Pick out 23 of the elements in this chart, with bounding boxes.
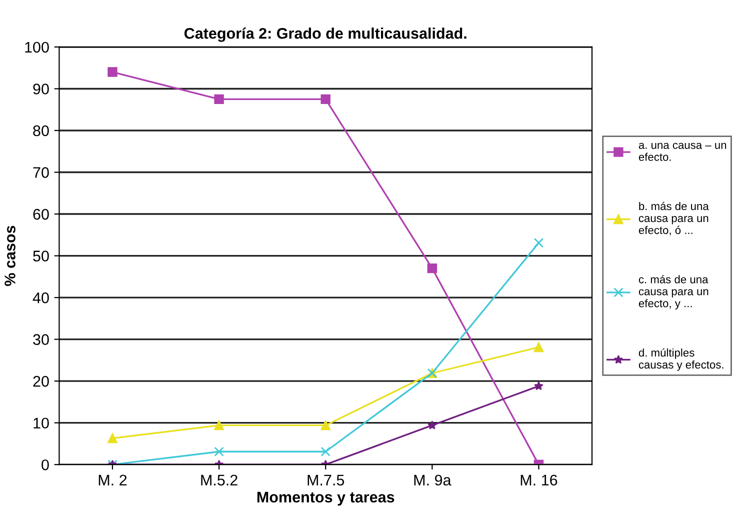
y-tick-label: 70: [33, 167, 49, 178]
y-tick-label: 40: [32, 292, 49, 304]
y-tick-label: 10: [34, 418, 49, 429]
y-tick-label: 50: [33, 250, 49, 262]
x-tick-label: M. 16: [520, 474, 558, 486]
y-tick-label: 100: [25, 42, 49, 53]
x-axis-title: Momentos y tareas: [257, 492, 394, 506]
legend-label: d. múltiples causas y efectos.: [638, 348, 724, 371]
legend-label: a. una causa – un efecto.: [638, 142, 726, 161]
chart-title: Categoría 2: Grado de multicausalidad.: [184, 27, 466, 42]
x-tick-label: M.7.5: [308, 474, 344, 486]
x-tick-label: M. 9a: [414, 474, 452, 486]
y-tick-label: 80: [33, 125, 49, 136]
y-tick-label: 20: [33, 376, 49, 387]
y-axis-title: % casos: [4, 226, 16, 286]
y-tick-label: 90: [33, 84, 49, 94]
x-tick-label: M. 2: [98, 474, 127, 486]
y-tick-label: 0: [42, 459, 49, 470]
y-tick-label: 60: [33, 208, 49, 220]
legend-label: b. más de una causa para un efecto, ó ...: [638, 202, 709, 236]
legend-label: c. más de una causa para un efecto, y ...: [638, 275, 708, 310]
y-tick-label: 30: [33, 334, 49, 345]
x-tick-label: M.5.2: [201, 474, 238, 486]
